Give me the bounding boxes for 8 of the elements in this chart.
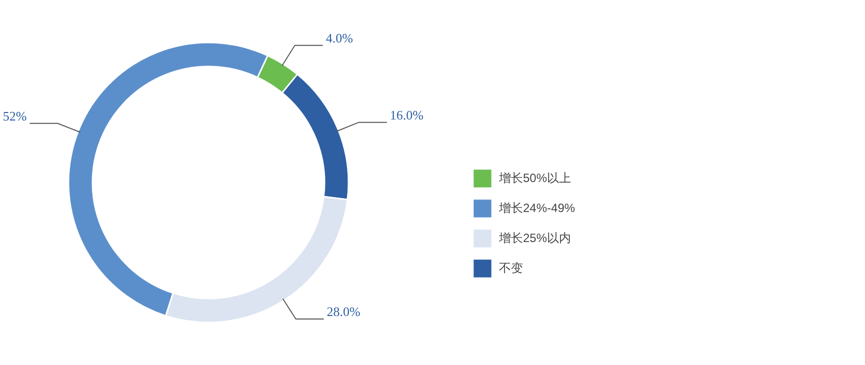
data-label: 28.0%: [326, 304, 361, 319]
data-label: 52%: [2, 108, 27, 124]
legend-label: 增长25%以内: [499, 230, 572, 246]
legend-label: 增长50%以上: [499, 170, 572, 186]
legend-label: 增长24%-49%: [499, 200, 576, 216]
data-label: 4.0%: [326, 30, 354, 46]
data-label: 16.0%: [390, 107, 424, 122]
legend-label: 不变: [499, 260, 523, 276]
